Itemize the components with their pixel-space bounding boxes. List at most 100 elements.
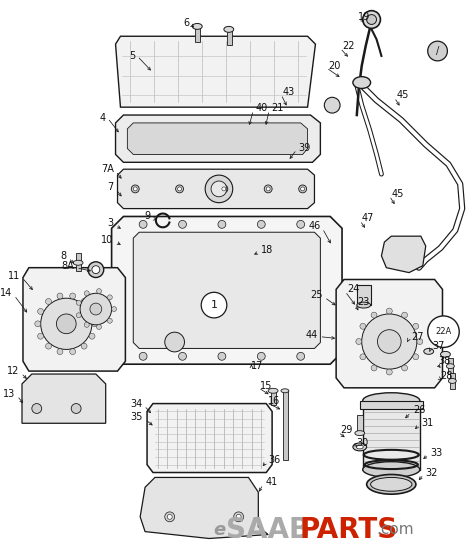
Text: 1: 1 [210,300,218,310]
Circle shape [205,175,233,203]
Ellipse shape [371,477,412,491]
Circle shape [220,185,228,193]
Text: 31: 31 [421,418,433,429]
Circle shape [92,266,100,273]
Circle shape [301,187,305,191]
Circle shape [428,41,447,61]
Text: 4: 4 [100,113,106,123]
Text: 38: 38 [438,356,451,366]
Circle shape [46,343,52,349]
Circle shape [46,299,52,305]
Circle shape [89,333,95,339]
Text: e: e [214,521,226,539]
Text: .com: .com [376,522,414,537]
Text: 40: 40 [255,103,268,113]
Ellipse shape [440,351,450,357]
Circle shape [133,187,137,191]
Circle shape [386,369,392,375]
Circle shape [57,349,63,355]
Circle shape [70,349,76,355]
Ellipse shape [357,302,371,308]
Text: 3: 3 [108,218,114,229]
Circle shape [362,314,417,369]
Circle shape [371,312,377,318]
Circle shape [297,220,305,229]
Text: 13: 13 [3,389,15,399]
Text: 8: 8 [60,251,66,261]
Circle shape [90,303,102,315]
Circle shape [139,352,147,360]
Text: 41: 41 [265,477,277,487]
Ellipse shape [192,24,202,30]
Polygon shape [140,477,268,539]
Polygon shape [382,236,426,272]
Circle shape [76,313,81,318]
Circle shape [81,343,87,349]
Circle shape [413,323,419,329]
Text: 15: 15 [260,381,273,391]
Text: 43: 43 [283,87,295,98]
Circle shape [165,332,184,352]
Circle shape [175,185,183,193]
Text: 35: 35 [131,412,143,423]
Circle shape [107,318,112,323]
Circle shape [386,308,392,314]
Circle shape [167,515,172,520]
Circle shape [222,187,226,191]
Circle shape [70,293,76,299]
Ellipse shape [355,431,365,436]
Circle shape [371,365,377,371]
Circle shape [234,512,244,522]
Circle shape [57,293,63,299]
Text: 33: 33 [431,448,443,458]
Polygon shape [116,115,320,162]
Text: 8A: 8A [62,261,74,271]
Bar [357,415,363,433]
Text: SAAB: SAAB [226,516,310,544]
Text: 45: 45 [396,90,409,100]
Circle shape [257,220,265,229]
Bar [271,391,276,404]
Ellipse shape [73,260,83,265]
Text: 27: 27 [411,332,423,341]
Circle shape [367,15,376,25]
Text: 7: 7 [107,182,114,192]
Circle shape [356,339,362,345]
Circle shape [92,321,98,327]
Circle shape [97,289,101,294]
Text: 10: 10 [101,235,114,245]
Text: 16: 16 [268,396,281,406]
Text: PARTS: PARTS [300,516,398,544]
Ellipse shape [363,461,420,477]
Circle shape [211,181,227,197]
Ellipse shape [268,389,278,393]
Polygon shape [133,232,320,349]
Bar [448,358,453,374]
Ellipse shape [356,445,363,449]
Text: 17: 17 [251,361,264,371]
Circle shape [37,333,44,339]
Text: 23: 23 [357,297,369,307]
Circle shape [89,309,95,315]
Polygon shape [336,279,443,388]
Text: 37: 37 [433,341,445,351]
Polygon shape [147,403,272,472]
Ellipse shape [365,452,417,458]
Text: 7A: 7A [100,164,114,174]
Bar [76,253,81,271]
Text: 36: 36 [268,455,281,465]
Circle shape [84,322,89,327]
Circle shape [35,321,41,327]
Ellipse shape [224,26,234,32]
Circle shape [360,323,366,329]
Circle shape [139,220,147,229]
Text: /: / [436,46,439,56]
Text: 24: 24 [347,284,359,294]
Circle shape [131,185,139,193]
Circle shape [201,292,227,318]
Circle shape [257,352,265,360]
Text: 32: 32 [426,467,438,477]
Circle shape [165,512,174,522]
Bar [360,401,423,408]
Circle shape [428,316,459,347]
